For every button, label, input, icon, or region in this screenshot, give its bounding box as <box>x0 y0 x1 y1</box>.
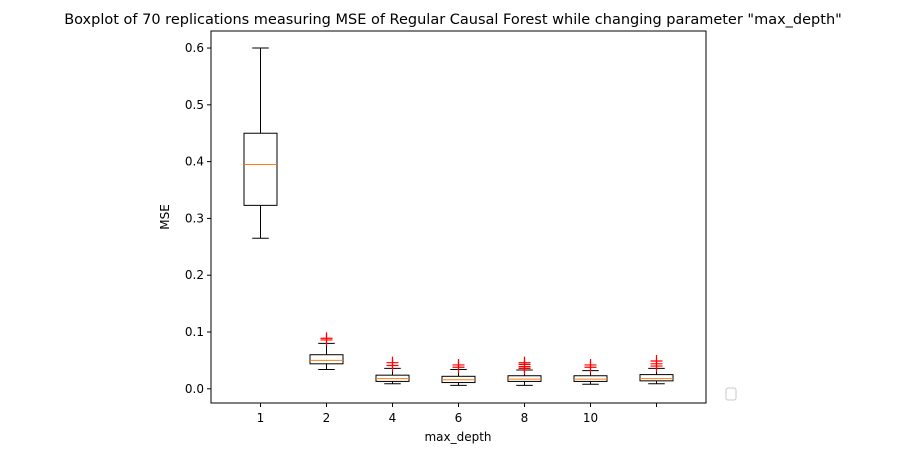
box-group-1 <box>243 47 278 239</box>
x-tick-label: 6 <box>455 411 463 425</box>
box-group-2 <box>309 332 344 370</box>
y-tick-label: 0.4 <box>185 155 204 169</box>
outlier-point <box>386 356 399 369</box>
box <box>309 354 344 365</box>
plot-area <box>243 47 674 386</box>
box-group-6 <box>573 358 608 385</box>
x-tick-label: 1 <box>257 411 265 425</box>
x-axis-label: max_depth <box>424 430 491 444</box>
y-tick-label: 0.6 <box>185 41 204 55</box>
outlier-point <box>650 354 663 367</box>
empty-legend-box <box>725 387 737 401</box>
x-tick-label: 2 <box>323 411 331 425</box>
box-group-5 <box>507 356 542 386</box>
outlier-point <box>584 358 597 371</box>
x-tick-label: 8 <box>521 411 529 425</box>
axes: 1 2 4 6 8 10 0.0 0.1 0.2 0.3 0.4 0.5 0.6 <box>185 41 657 425</box>
box-group-4 <box>441 358 476 386</box>
outlier-point <box>452 358 465 371</box>
x-tick-label: 4 <box>389 411 397 425</box>
box-group-3 <box>375 356 410 385</box>
y-tick-label: 0.1 <box>185 325 204 339</box>
y-axis-label: MSE <box>158 204 172 230</box>
plot-frame <box>210 30 707 404</box>
box <box>573 375 608 382</box>
x-tick-label: 10 <box>583 411 598 425</box>
box <box>507 375 542 382</box>
y-tick-label: 0.3 <box>185 211 204 225</box>
outlier-point <box>518 356 531 369</box>
box <box>639 374 674 382</box>
box <box>243 132 278 206</box>
y-tick-label: 0.5 <box>185 98 204 112</box>
outlier-point <box>320 332 333 345</box>
chart-title: Boxplot of 70 replications measuring MSE… <box>64 12 842 28</box>
y-tick-label: 0.2 <box>185 268 204 282</box>
y-tick-label: 0.0 <box>185 382 204 396</box>
box-group-7 <box>639 354 674 385</box>
